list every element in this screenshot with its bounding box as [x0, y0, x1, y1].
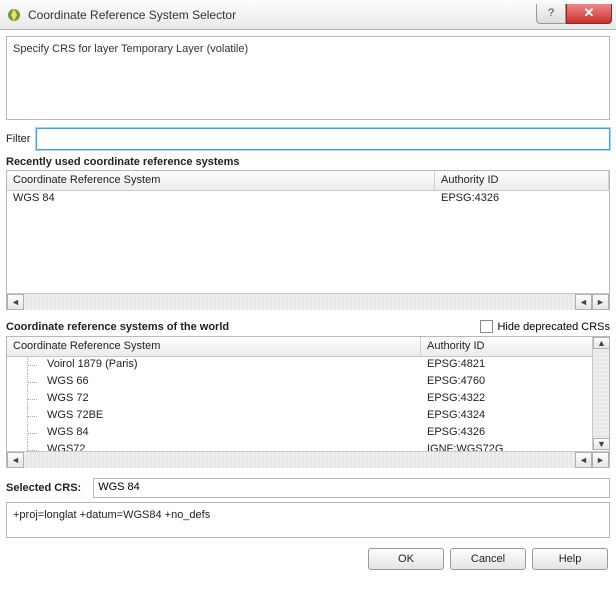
hide-deprecated-label: Hide deprecated CRSs [497, 321, 610, 333]
scroll-up-icon[interactable]: ▲ [593, 337, 610, 349]
cell-auth: EPSG:4821 [421, 357, 609, 374]
world-heading: Coordinate reference systems of the worl… [6, 321, 480, 333]
scroll-right-icon[interactable]: ◄ [575, 294, 592, 310]
cell-crs: WGS 84 [7, 191, 435, 208]
cell-crs: WGS 72BE [7, 408, 421, 425]
world-col-auth[interactable]: Authority ID [421, 337, 609, 356]
scroll-right-icon[interactable]: ◄ [575, 452, 592, 468]
cell-crs: Voirol 1879 (Paris) [7, 357, 421, 374]
scroll-down-icon[interactable]: ▼ [593, 438, 610, 450]
selected-crs-value: WGS 84 [93, 478, 610, 498]
cell-auth: EPSG:4326 [421, 425, 609, 442]
titlebar[interactable]: Coordinate Reference System Selector ? ✕ [0, 0, 616, 30]
filter-input[interactable] [36, 128, 610, 150]
cell-crs: WGS 72 [7, 391, 421, 408]
recent-col-crs[interactable]: Coordinate Reference System [7, 171, 435, 190]
cell-auth: EPSG:4326 [435, 191, 609, 208]
table-row[interactable]: WGS 84EPSG:4326 [7, 425, 609, 442]
cell-auth: EPSG:4322 [421, 391, 609, 408]
cell-crs: WGS 66 [7, 374, 421, 391]
description-box: Specify CRS for layer Temporary Layer (v… [6, 36, 610, 120]
table-row[interactable]: WGS72IGNF:WGS72G [7, 442, 609, 451]
proj-string-box: +proj=longlat +datum=WGS84 +no_defs [6, 502, 610, 538]
table-row[interactable]: WGS 66EPSG:4760 [7, 374, 609, 391]
world-v-scrollbar[interactable]: ▲ ▼ [592, 337, 609, 450]
table-row[interactable]: WGS 72EPSG:4322 [7, 391, 609, 408]
recent-h-scrollbar[interactable]: ◄ ◄ ► [7, 293, 609, 310]
selected-crs-label: Selected CRS: [6, 482, 81, 494]
recent-col-auth[interactable]: Authority ID [435, 171, 609, 190]
world-col-crs[interactable]: Coordinate Reference System [7, 337, 421, 356]
world-h-scrollbar[interactable]: ◄ ◄ ► [7, 451, 609, 468]
filter-label: Filter [6, 133, 30, 145]
cell-auth: IGNF:WGS72G [421, 442, 609, 451]
recent-heading: Recently used coordinate reference syste… [6, 156, 610, 168]
table-row[interactable]: WGS 72BEEPSG:4324 [7, 408, 609, 425]
world-crs-table: Coordinate Reference System Authority ID… [6, 336, 610, 468]
scroll-right-icon[interactable]: ► [592, 294, 609, 310]
help-button[interactable]: Help [532, 548, 608, 570]
recent-crs-table: Coordinate Reference System Authority ID… [6, 170, 610, 310]
table-row[interactable]: Voirol 1879 (Paris)EPSG:4821 [7, 357, 609, 374]
cell-crs: WGS 84 [7, 425, 421, 442]
ok-button[interactable]: OK [368, 548, 444, 570]
window-help-button[interactable]: ? [536, 4, 566, 24]
cancel-button[interactable]: Cancel [450, 548, 526, 570]
hide-deprecated-checkbox[interactable] [480, 320, 493, 333]
cell-crs: WGS72 [7, 442, 421, 451]
scroll-left-icon[interactable]: ◄ [7, 452, 24, 468]
scroll-left-icon[interactable]: ◄ [7, 294, 24, 310]
qgis-icon [6, 7, 22, 23]
scroll-right-icon[interactable]: ► [592, 452, 609, 468]
cell-auth: EPSG:4760 [421, 374, 609, 391]
window-close-button[interactable]: ✕ [566, 4, 612, 24]
cell-auth: EPSG:4324 [421, 408, 609, 425]
table-row[interactable]: WGS 84 EPSG:4326 [7, 191, 609, 208]
window-title: Coordinate Reference System Selector [28, 8, 536, 22]
